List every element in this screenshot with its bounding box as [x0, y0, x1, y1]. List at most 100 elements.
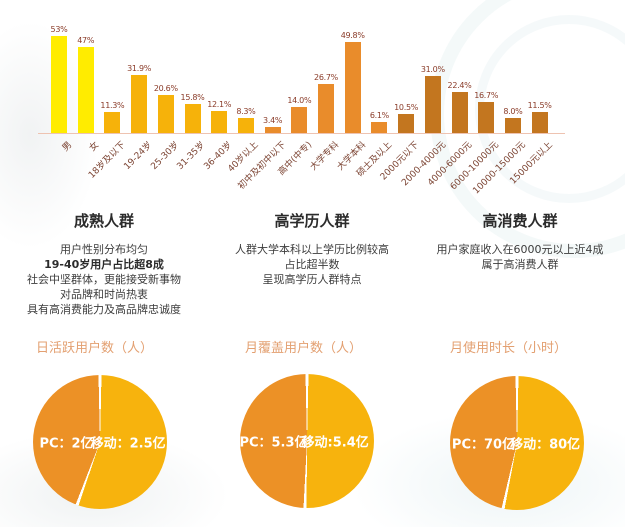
bar-value-label: 31.9% [127, 64, 152, 73]
section-high-spending-audience: 高消费人群 用户家庭收入在6000元以上近4成 属于高消费人群 [416, 210, 624, 317]
bar-slot: 15.8% [173, 93, 213, 133]
x-axis-label: 40岁以上 [226, 140, 262, 175]
section-text-line: 呈现高学历人群特点 [262, 273, 362, 286]
bar-slot: 20.6% [146, 84, 186, 133]
bar-value-label: 8.3% [236, 107, 256, 116]
section-text-line: 对品牌和时尚热衷 [60, 288, 148, 301]
bar [504, 118, 521, 133]
bar-slot: 26.7% [306, 73, 346, 133]
section-text-line: 人群大学本科以上学历比例较高 [235, 243, 389, 256]
bar-slot: 22.4% [440, 81, 480, 133]
bar [51, 36, 67, 133]
x-axis-label: 25-30岁 [149, 140, 182, 173]
bar [131, 75, 148, 133]
section-title: 成熟人群 [73, 212, 134, 230]
section-mature-audience: 成熟人群 用户性别分布均匀 19-40岁用户占比超8成社会中坚群体，更能接受新事物… [0, 210, 208, 317]
audience-summary-sections: 成熟人群 用户性别分布均匀 19-40岁用户占比超8成社会中坚群体，更能接受新事物… [0, 210, 625, 317]
bar-value-label: 20.6% [153, 84, 178, 93]
bar [77, 47, 94, 133]
bar [237, 118, 254, 133]
bar-slot: 31.0% [413, 65, 453, 133]
section-text-line: 具有高消费能力及高品牌忠诚度 [27, 303, 181, 316]
bar-slot: 3.4% [253, 116, 293, 133]
bar-value-label: 12.1% [207, 100, 232, 109]
section-text-line: 用户家庭收入在6000元以上近4成 [436, 243, 604, 256]
x-axis-label: 31-35岁 [175, 140, 208, 173]
x-axis-label: 4000-6000元 [426, 140, 475, 189]
x-axis-label: 10000-15000元 [471, 140, 529, 197]
section-text-line: 用户性别分布均匀 [60, 243, 148, 256]
x-axis-label: 初中及初中以下 [236, 140, 288, 192]
bar [344, 42, 361, 133]
bar-value-label: 49.8% [340, 31, 365, 40]
bar [371, 122, 388, 133]
bar-slot: 6.1% [359, 111, 399, 133]
bar-slot: 53% [39, 25, 79, 133]
bar-slot: 8.3% [226, 107, 266, 133]
section-text-line: 属于高消费人群 [481, 258, 559, 271]
bar [424, 76, 441, 133]
pie-chart-monthly-covered-users: PC：5.3亿 移动:5.4亿 [239, 374, 374, 508]
pie-slice-label-mobile: 移动:5.4亿 [301, 435, 369, 451]
x-axis-label: 19-24岁 [122, 140, 155, 173]
bar-slot: 8.0% [493, 107, 533, 133]
bar [451, 92, 468, 133]
x-axis-label: 男 [60, 140, 75, 154]
bar-value-label: 53% [50, 25, 68, 34]
x-axis-label: 大学专科 [308, 140, 342, 173]
x-axis-label: 高中(中专) [277, 140, 315, 178]
x-axis-label: 6000-10000元 [449, 140, 502, 193]
section-text-line: 社会中坚群体，更能接受新事物 [27, 273, 181, 286]
bar-slot: 16.7% [466, 91, 506, 133]
x-axis-label: 大学本科 [335, 140, 368, 173]
bar [398, 114, 415, 133]
section-body: 用户性别分布均匀 19-40岁用户占比超8成社会中坚群体，更能接受新事物 对品牌和时… [0, 242, 208, 317]
section-text-line: 占比超半数 [284, 258, 340, 271]
bar [478, 102, 495, 133]
x-axis-labels: 男女 18岁及以下 19-24岁 25-30岁 31-35岁 36-40岁 40岁以上 初中及… [0, 138, 625, 216]
bar-value-label: 3.4% [263, 116, 283, 125]
bar-value-label: 15.8% [180, 93, 205, 102]
pie-slice-label-mobile: 移动：80亿 [510, 437, 581, 453]
x-axis-line [38, 133, 565, 134]
bar-value-label: 26.7% [314, 73, 338, 82]
x-axis-label: 18岁及以下 [86, 140, 128, 181]
bar [318, 84, 334, 133]
demographics-bar-chart: 53% 47% 11.3% 31.9% 20.6% 15.8% 12.1% 8.3% 3.4% 1… [0, 0, 625, 134]
x-axis-label: 36-40岁 [202, 140, 235, 173]
bar-value-label: 16.7% [474, 91, 499, 100]
bar [531, 112, 548, 133]
bar-value-label: 8.0% [503, 107, 523, 116]
section-title: 高学历人群 [274, 212, 350, 230]
x-axis-label: 2000元以下 [378, 140, 422, 183]
section-body: 用户家庭收入在6000元以上近4成 属于高消费人群 [416, 242, 624, 272]
pie-title-monthly-usage-hours: 月使用时长（小时） [450, 341, 568, 356]
bar-slot: 31.9% [119, 64, 159, 133]
bar-slot: 47% [66, 36, 106, 133]
bar-value-label: 10.5% [394, 103, 419, 112]
x-axis-label: 2000-4000元 [399, 140, 449, 189]
pie-slice-label-mobile: 移动：2.5亿 [90, 436, 166, 452]
bar [291, 107, 308, 133]
bar-slot: 14.0% [279, 96, 319, 133]
bar-value-label: 14.0% [287, 96, 312, 105]
pie-slice-label-pc: PC：5.3亿 [239, 435, 308, 451]
section-body: 人群大学本科以上学历比例较高 占比超半数呈现高学历人群特点 [208, 242, 416, 287]
pie-title-monthly-covered-users: 月覆盖用户数（人） [245, 341, 363, 356]
bar-slot: 11.5% [520, 101, 560, 133]
pie-chart-daily-active-users: PC：2亿 移动：2.5亿 [33, 375, 167, 509]
bar-value-label: 11.3% [100, 101, 125, 110]
x-axis-label: 女 [87, 140, 101, 154]
pie-slice-label-pc: PC：70亿 [451, 437, 516, 453]
pie-chart-monthly-usage-hours: PC：70亿 移动：80亿 [450, 376, 584, 510]
section-title: 高消费人群 [482, 212, 558, 230]
pie-slice-label-pc: PC：2亿 [39, 436, 94, 452]
bar-value-label: 11.5% [527, 101, 552, 110]
bar-slot: 12.1% [199, 100, 239, 133]
bar-slot: 49.8% [333, 31, 373, 133]
section-text-line: 19-40岁用户占比超8成 [44, 258, 164, 271]
bar [104, 112, 121, 133]
bar-value-label: 31.0% [420, 65, 445, 74]
bar [157, 95, 174, 133]
